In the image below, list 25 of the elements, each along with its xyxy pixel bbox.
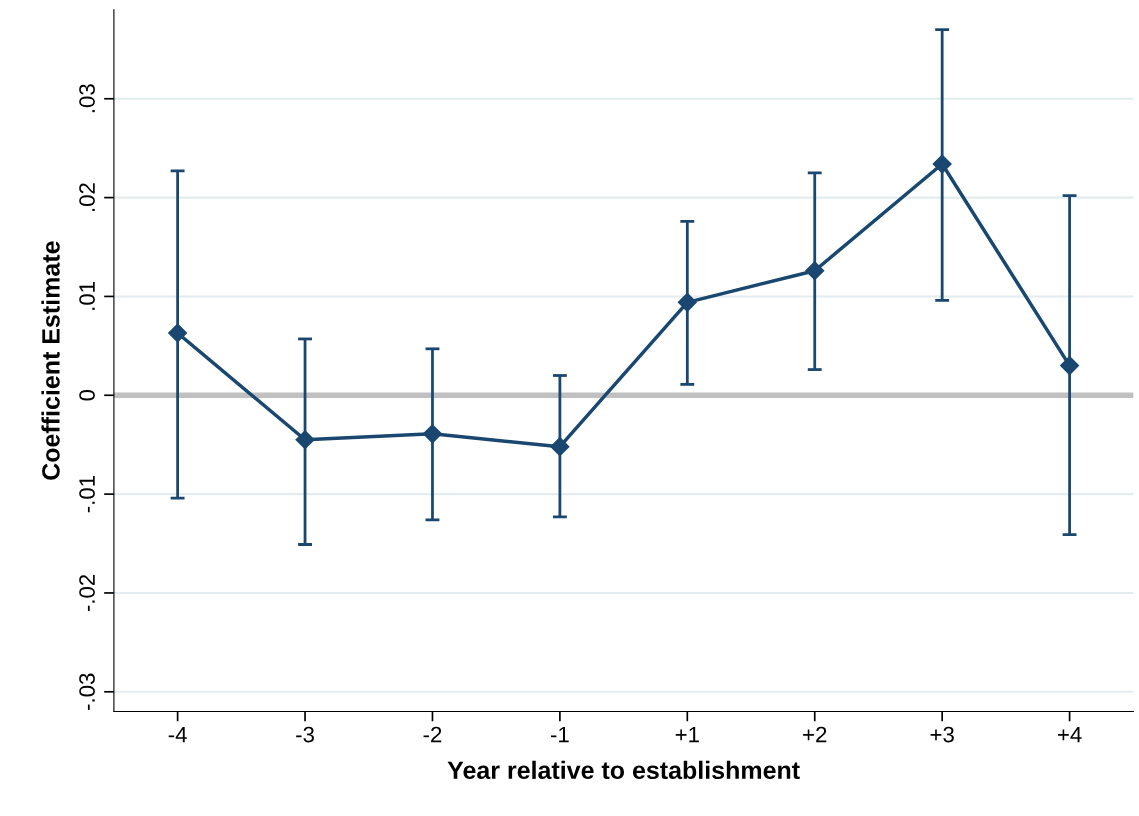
y-tick-label: .01 [79,282,95,310]
x-axis-title: Year relative to establishment [447,760,800,780]
point [550,437,570,457]
point [168,323,188,343]
y-tick-label: -.02 [79,574,95,612]
point [805,261,825,281]
y-tick-label: .03 [79,84,95,113]
x-tick-label: +1 [675,726,699,743]
point [295,430,315,450]
y-axis-title: Coefficient Estimate [41,241,60,480]
x-tick-label: -4 [168,726,187,743]
y-tick-label: .02 [79,183,95,211]
x-tick-label: -3 [296,726,314,743]
x-tick-label: +2 [803,726,827,743]
y-tick-label: 0 [79,389,95,401]
x-tick-label: -1 [551,726,569,743]
x-tick-label: -2 [423,726,442,743]
y-tick-label: -.03 [79,673,95,710]
x-tick-label: +4 [1058,726,1082,743]
point [422,424,442,444]
point [1060,356,1080,376]
point [932,154,952,174]
y-tick-label: -.01 [79,476,95,513]
point [677,292,697,312]
x-tick-label: +3 [930,726,954,743]
